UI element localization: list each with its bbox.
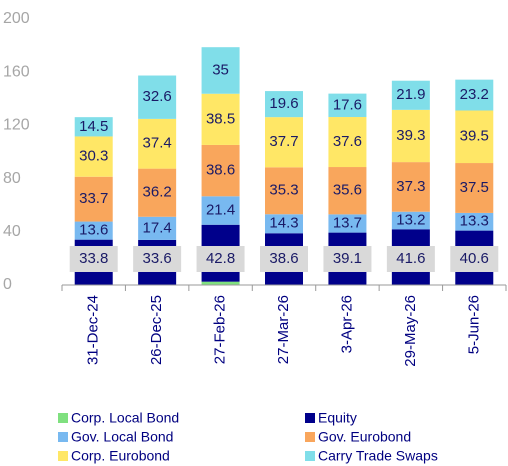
bar-segment xyxy=(201,47,240,94)
bar-segment xyxy=(138,168,177,217)
data-label: 33.8 xyxy=(79,250,108,267)
label-box xyxy=(196,246,245,272)
x-tick-label: 27-Mar-26 xyxy=(275,295,292,364)
bar-segment xyxy=(328,117,367,168)
legend-swatch xyxy=(305,432,315,442)
data-label: 37.5 xyxy=(460,179,489,196)
data-label: 19.6 xyxy=(269,95,298,112)
bar-segment xyxy=(201,144,240,197)
data-label: 36.2 xyxy=(143,184,172,201)
label-box xyxy=(386,246,435,272)
data-label: 33.6 xyxy=(143,250,172,267)
y-tick-label: 120 xyxy=(3,117,30,134)
data-label: 39.3 xyxy=(396,127,425,144)
bar-segment xyxy=(138,216,177,240)
data-label: 13.3 xyxy=(460,213,489,230)
x-tick-label: 26-Dec-25 xyxy=(148,295,165,365)
x-tick-label: 31-Dec-24 xyxy=(85,295,102,365)
data-label: 30.3 xyxy=(79,148,108,165)
data-label: 35.6 xyxy=(333,182,362,199)
bar-segment xyxy=(201,93,240,145)
label-box xyxy=(133,246,182,272)
label-box xyxy=(450,246,499,272)
data-label: 42.8 xyxy=(206,250,235,267)
bar-segment xyxy=(201,281,240,285)
data-label: 13.7 xyxy=(333,214,362,231)
bar-segment xyxy=(455,212,494,231)
legend-label: Carry Trade Swaps xyxy=(318,448,438,464)
data-label: 37.7 xyxy=(269,133,298,150)
x-tick-label: 3-Apr-26 xyxy=(338,295,355,353)
y-tick-label: 0 xyxy=(3,276,12,293)
bar-segment xyxy=(74,136,113,177)
legend-swatch xyxy=(58,432,68,442)
y-tick-label: 80 xyxy=(3,170,21,187)
bar-segment xyxy=(328,167,367,215)
bar-segment xyxy=(74,176,113,222)
data-label: 40.6 xyxy=(460,250,489,267)
bar-segment xyxy=(391,211,430,230)
bar-segment xyxy=(455,110,494,164)
bar-segment xyxy=(138,75,177,119)
data-label: 32.6 xyxy=(143,88,172,105)
label-box xyxy=(323,246,372,272)
data-label: 38.5 xyxy=(206,110,235,127)
data-label: 17.4 xyxy=(143,219,172,236)
data-label: 39.1 xyxy=(333,250,362,267)
data-label: 39.5 xyxy=(460,128,489,145)
label-box xyxy=(260,246,308,272)
bar-segment xyxy=(455,79,494,111)
bar-segment xyxy=(74,117,113,137)
bar-segment xyxy=(265,167,303,215)
data-label: 38.6 xyxy=(206,162,235,179)
data-label: 13.2 xyxy=(396,211,425,228)
data-label: 17.6 xyxy=(333,96,362,113)
data-label: 38.6 xyxy=(269,250,298,267)
bar-segment xyxy=(328,214,367,233)
x-tick-label: 29-May-26 xyxy=(402,295,419,367)
bar-segment xyxy=(391,162,430,212)
bar-segment xyxy=(74,221,113,240)
legend-label: Equity xyxy=(318,410,357,426)
bar-segment xyxy=(138,118,177,169)
data-label: 21.9 xyxy=(396,86,425,103)
legend-label: Corp. Eurobond xyxy=(71,448,170,464)
data-label: 41.6 xyxy=(396,250,425,267)
legend-label: Gov. Eurobond xyxy=(318,429,411,445)
data-label: 23.2 xyxy=(460,86,489,103)
legend-swatch xyxy=(305,451,315,461)
data-label: 37.4 xyxy=(143,135,172,152)
bar-segment xyxy=(455,163,494,213)
legend-swatch xyxy=(58,413,68,423)
bar-segment xyxy=(391,80,430,110)
bar-segment xyxy=(391,109,430,163)
data-label: 37.6 xyxy=(333,133,362,150)
data-label: 13.6 xyxy=(79,222,108,239)
legend-label: Corp. Local Bond xyxy=(71,410,179,426)
x-tick-label: 5-Jun-26 xyxy=(465,295,482,354)
y-tick-label: 200 xyxy=(3,10,30,27)
bar-segment xyxy=(265,117,303,168)
bar-segment xyxy=(328,93,367,118)
y-tick-label: 40 xyxy=(3,223,21,240)
data-label: 14.3 xyxy=(269,215,298,232)
data-label: 14.5 xyxy=(79,118,108,135)
bar-segment xyxy=(265,91,303,118)
data-label: 35.3 xyxy=(269,182,298,199)
bar-segment xyxy=(265,214,303,234)
label-box xyxy=(69,246,118,272)
data-label: 21.4 xyxy=(206,201,235,218)
x-tick-label: 27-Feb-26 xyxy=(212,295,229,364)
bar-segment xyxy=(201,196,240,225)
legend-label: Gov. Local Bond xyxy=(71,429,173,445)
data-label: 33.7 xyxy=(79,190,108,207)
data-label: 37.3 xyxy=(396,178,425,195)
y-tick-label: 160 xyxy=(3,63,30,80)
legend-swatch xyxy=(58,451,68,461)
data-label: 35 xyxy=(212,61,229,78)
legend-swatch xyxy=(305,413,315,423)
